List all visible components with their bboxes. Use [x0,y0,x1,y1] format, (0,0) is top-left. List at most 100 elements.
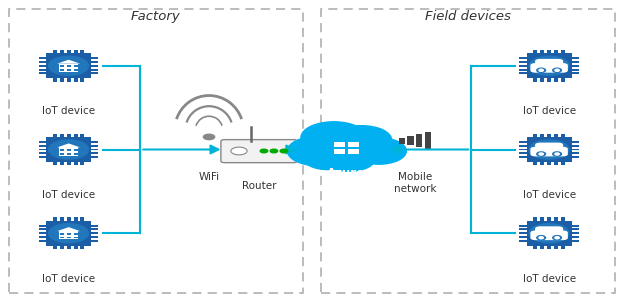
Bar [547,78,551,82]
Bar [561,246,565,249]
Bar [554,162,558,165]
Bar [74,237,78,238]
Circle shape [553,152,562,156]
Bar [67,50,71,53]
Bar [540,50,544,53]
Bar [53,162,57,165]
Bar [67,246,71,249]
Bar [74,50,77,53]
Bar [519,149,527,150]
Bar [561,50,565,53]
Circle shape [303,146,352,170]
Bar [540,246,544,249]
Bar [547,246,551,249]
Bar [561,162,565,165]
Bar [74,69,78,71]
Bar [60,233,64,235]
FancyBboxPatch shape [530,63,568,73]
Circle shape [351,138,406,164]
Bar [519,61,527,63]
Bar [407,135,414,145]
Bar [348,142,359,147]
Bar [572,149,579,150]
Bar [91,69,99,71]
Bar [547,50,551,53]
Bar [534,50,537,53]
Circle shape [49,140,89,159]
Bar [39,236,46,238]
Bar [74,153,78,155]
Bar [540,217,544,221]
Circle shape [529,56,569,75]
Text: Field devices: Field devices [425,10,511,23]
Bar [334,149,345,154]
Circle shape [553,236,562,240]
Bar [527,137,572,162]
Bar [527,53,572,78]
Bar [91,228,99,230]
Bar [39,240,46,242]
Bar [547,217,551,221]
Bar [554,134,558,137]
Bar [519,69,527,71]
Bar [53,246,57,249]
Bar [74,65,78,67]
Circle shape [539,69,544,71]
Bar [67,65,71,67]
Circle shape [529,140,569,159]
Bar [91,152,99,154]
Bar [572,228,579,230]
FancyBboxPatch shape [221,140,297,163]
Bar [554,217,558,221]
Bar [348,149,359,154]
Bar [39,232,46,234]
Circle shape [203,134,215,140]
Bar [91,141,99,143]
Bar [91,61,99,63]
Circle shape [288,136,349,166]
Bar [60,246,64,249]
Text: IoT device: IoT device [522,106,576,116]
Bar [554,78,558,82]
Bar [74,78,77,82]
Bar [67,237,71,238]
Bar [74,162,77,165]
Circle shape [332,126,392,154]
Bar [53,78,57,82]
Bar [39,152,46,154]
Bar [67,69,71,71]
Text: WiFi: WiFi [198,172,220,182]
Bar [39,141,46,143]
Bar [60,153,64,155]
Bar [39,69,46,71]
Bar [572,145,579,147]
Circle shape [324,147,375,171]
FancyBboxPatch shape [535,226,563,235]
Bar [53,134,57,137]
Bar [534,246,537,249]
Bar [399,138,405,144]
Bar [39,228,46,230]
Bar [53,217,57,221]
Bar [91,57,99,59]
Circle shape [280,149,288,153]
Polygon shape [57,60,80,64]
Bar [39,72,46,74]
Bar [9,9,303,293]
Text: IoT device: IoT device [42,190,95,200]
Bar [80,162,84,165]
Circle shape [553,68,562,72]
Bar [80,246,84,249]
Bar [60,78,64,82]
Bar [67,78,71,82]
Bar [91,236,99,238]
Bar [561,134,565,137]
Bar [572,57,579,59]
Bar [519,240,527,242]
Bar [39,156,46,158]
Bar [519,72,527,74]
Bar [534,134,537,137]
Bar [60,134,64,137]
Bar [67,149,71,151]
Bar [554,50,558,53]
